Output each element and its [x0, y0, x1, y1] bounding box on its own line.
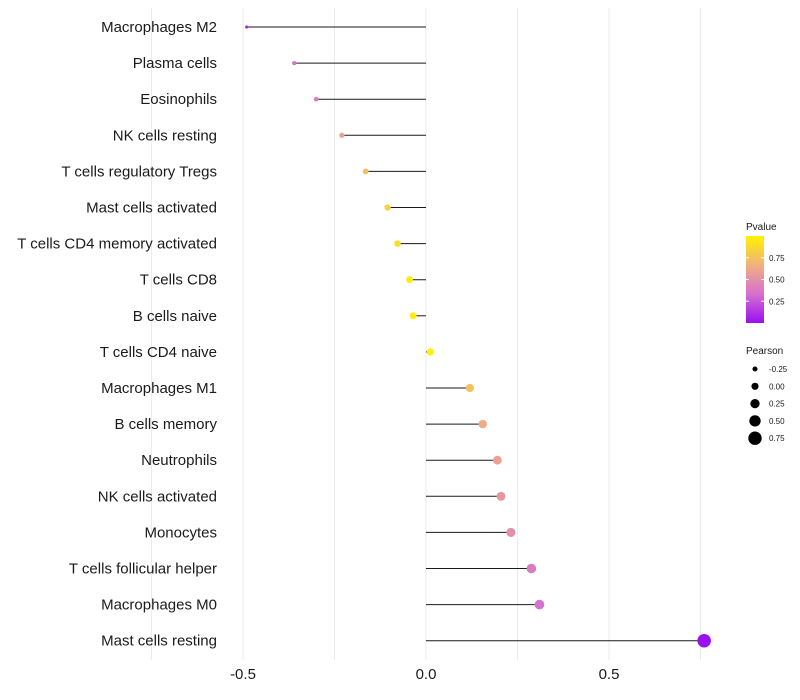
x-tick-label: -0.5	[230, 666, 256, 683]
data-point	[339, 132, 345, 138]
data-point	[384, 204, 391, 211]
data-point	[506, 527, 516, 537]
data-point	[362, 168, 369, 175]
category-label: Macrophages M2	[101, 19, 217, 36]
category-label: Eosinophils	[140, 91, 217, 108]
data-point	[313, 96, 319, 102]
pvalue-legend-label: 0.50	[769, 276, 785, 285]
x-axis-ticks: -0.5 0.0 0.5	[230, 666, 619, 683]
pearson-legend-label: -0.25	[769, 365, 788, 374]
data-point	[697, 633, 711, 648]
category-label: Mast cells activated	[86, 200, 217, 217]
points	[245, 25, 711, 648]
category-label: T cells follicular helper	[69, 561, 217, 578]
category-label: T cells CD4 memory activated	[17, 236, 217, 253]
data-point	[292, 61, 297, 66]
category-label: NK cells resting	[113, 127, 217, 144]
category-label: Plasma cells	[133, 55, 217, 72]
data-point	[426, 348, 435, 356]
pvalue-legend-title: Pvalue	[746, 222, 777, 233]
data-point	[492, 455, 502, 465]
category-label: T cells CD4 naive	[100, 344, 217, 361]
pearson-legend: Pearson -0.25 0.00 0.25 0.50 0.75	[746, 346, 788, 445]
category-label: T cells CD8	[140, 272, 217, 289]
category-label: B cells memory	[114, 416, 217, 433]
data-point	[394, 240, 401, 247]
pearson-legend-label: 0.25	[769, 400, 785, 409]
pvalue-legend-label: 0.75	[769, 254, 785, 263]
data-point	[478, 419, 487, 429]
category-labels: Macrophages M2 Plasma cells Eosinophils NK …	[17, 19, 217, 650]
pearson-legend-dot	[751, 382, 759, 390]
x-tick-label: 0.0	[416, 666, 437, 683]
category-label: T cells regulatory Tregs	[61, 163, 217, 180]
pearson-legend-dot	[752, 366, 758, 372]
pearson-legend-dot	[750, 398, 760, 409]
pearson-legend-label: 0.50	[769, 417, 785, 426]
data-point	[465, 383, 475, 393]
data-point	[526, 563, 537, 574]
grid-lines	[151, 8, 701, 660]
category-label: Macrophages M1	[101, 380, 217, 397]
pvalue-legend-label: 0.25	[769, 297, 785, 306]
data-point	[406, 276, 413, 284]
data-point	[534, 599, 545, 610]
category-label: B cells naive	[133, 308, 217, 325]
category-label: Mast cells resting	[101, 633, 217, 650]
category-label: NK cells activated	[98, 488, 217, 505]
pvalue-legend: Pvalue 0.75 0.50 0.25	[746, 222, 785, 323]
category-label: Macrophages M0	[101, 597, 217, 614]
pearson-legend-label: 0.75	[769, 434, 785, 443]
pearson-legend-title: Pearson	[746, 346, 783, 357]
data-point	[496, 491, 506, 501]
x-tick-label: 0.5	[599, 666, 620, 683]
category-label: Neutrophils	[141, 452, 217, 469]
pearson-legend-label: 0.00	[769, 382, 785, 391]
stems	[246, 26, 705, 642]
data-point	[245, 25, 249, 29]
pearson-legend-dot	[748, 431, 762, 445]
pearson-legend-dot	[749, 415, 761, 427]
pvalue-colorbar	[746, 236, 764, 323]
data-point	[409, 312, 417, 320]
category-label: Monocytes	[144, 524, 217, 541]
